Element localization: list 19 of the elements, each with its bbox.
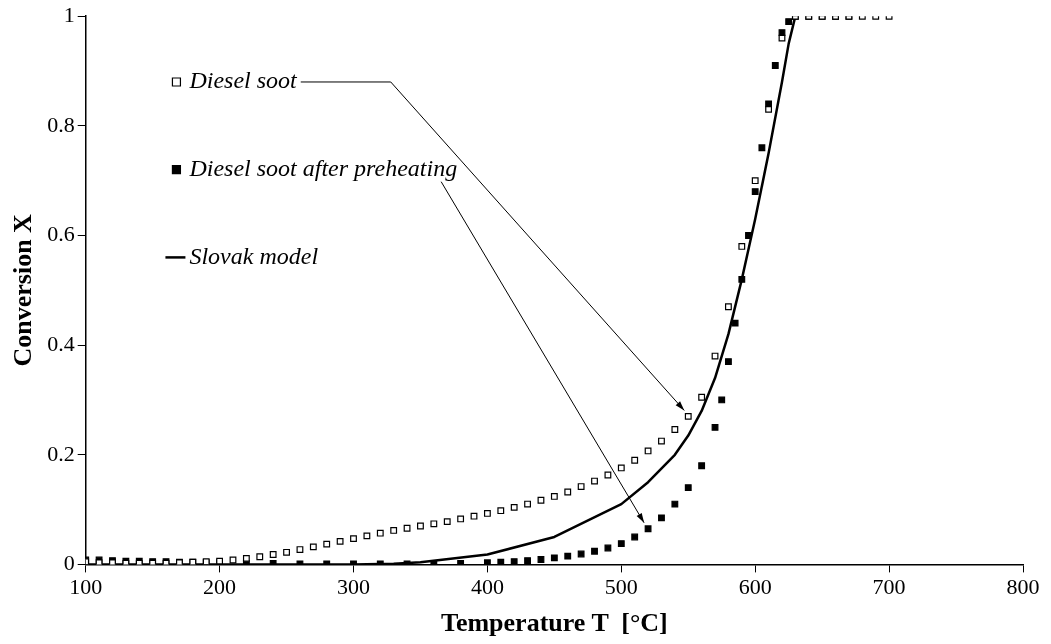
y-tick-label: 0.4 (47, 330, 75, 356)
x-axis-title: Temperature T [°C] (440, 608, 668, 638)
x-tick-label: 100 (69, 574, 103, 600)
x-tick-label: 300 (337, 574, 370, 600)
x-tick-label: 600 (738, 574, 772, 600)
x-tick-label: 500 (604, 574, 638, 600)
y-tick-label: 0 (63, 550, 75, 576)
x-tick-label: 800 (1006, 574, 1040, 600)
y-axis-title: Conversion X (8, 213, 38, 367)
legend-label: Diesel soot after preheating (188, 155, 458, 182)
legend-label: Slovak model (189, 242, 319, 269)
y-tick-label: 0.6 (47, 221, 75, 247)
x-tick-label: 400 (470, 574, 504, 600)
x-tick-label: 200 (203, 574, 237, 600)
legend-label: Diesel soot (188, 67, 299, 94)
y-tick-label: 0.2 (47, 440, 75, 466)
y-tick-label: 0.8 (47, 111, 75, 137)
y-tick-label: 1 (63, 1, 75, 27)
x-tick-label: 700 (872, 574, 906, 600)
